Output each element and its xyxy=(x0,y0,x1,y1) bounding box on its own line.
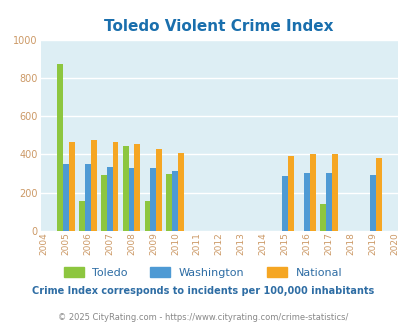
Text: © 2025 CityRating.com - https://www.cityrating.com/crime-statistics/: © 2025 CityRating.com - https://www.city… xyxy=(58,313,347,322)
Bar xyxy=(144,201,150,231)
Bar xyxy=(369,175,375,231)
Bar xyxy=(375,158,381,231)
Bar xyxy=(107,167,112,231)
Bar xyxy=(166,174,172,231)
Bar xyxy=(325,173,331,231)
Bar xyxy=(281,177,287,231)
Bar xyxy=(79,201,85,231)
Title: Toledo Violent Crime Index: Toledo Violent Crime Index xyxy=(104,19,333,34)
Bar xyxy=(172,171,178,231)
Bar xyxy=(156,149,162,231)
Bar xyxy=(128,168,134,231)
Text: Crime Index corresponds to incidents per 100,000 inhabitants: Crime Index corresponds to incidents per… xyxy=(32,286,373,296)
Bar xyxy=(63,164,68,231)
Bar xyxy=(287,156,293,231)
Bar xyxy=(303,173,309,231)
Legend: Toledo, Washington, National: Toledo, Washington, National xyxy=(59,263,346,282)
Bar xyxy=(178,153,184,231)
Bar xyxy=(68,142,75,231)
Bar xyxy=(309,154,315,231)
Bar xyxy=(134,144,140,231)
Bar xyxy=(122,146,128,231)
Bar xyxy=(57,63,63,231)
Bar xyxy=(150,168,156,231)
Bar xyxy=(85,164,90,231)
Bar xyxy=(112,142,118,231)
Bar xyxy=(90,140,96,231)
Bar xyxy=(100,175,107,231)
Bar xyxy=(319,204,325,231)
Bar xyxy=(331,154,337,231)
